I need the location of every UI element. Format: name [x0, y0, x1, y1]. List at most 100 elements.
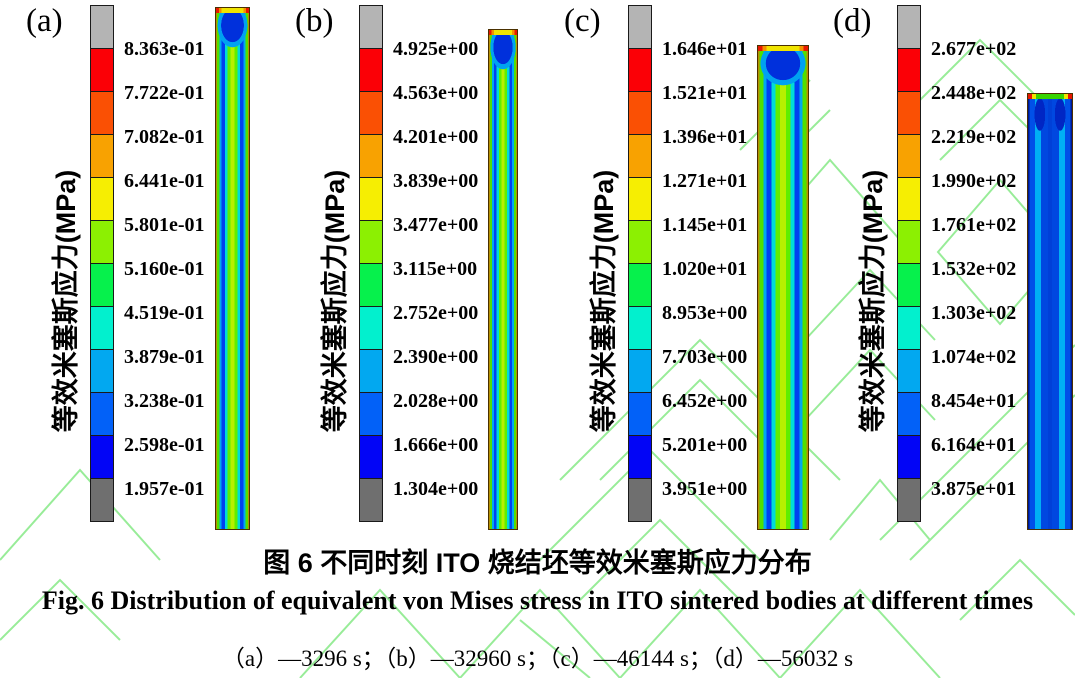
colorbar-segment [897, 435, 921, 479]
stress-contour-body [488, 29, 518, 530]
colorbar-segment [897, 392, 921, 436]
colorbar-segment [628, 5, 652, 49]
colorbar-segment [359, 392, 383, 436]
colorbar-segment [628, 48, 652, 92]
panel-letter: (a) [26, 3, 63, 39]
colorbar-segment [90, 349, 114, 393]
colorbar-tick-value: 1.532e+02 [931, 258, 1017, 280]
colorbar-segment [90, 306, 114, 350]
colorbar-axis-label: 等效米塞斯应力(MPa) [589, 169, 619, 433]
colorbar-segment [359, 478, 383, 522]
colorbar-segment [359, 134, 383, 178]
figure-caption-times: （a）—3296 s；（b）—32960 s；（c）—46144 s；（d）—5… [221, 646, 854, 671]
colorbar-segment [628, 91, 652, 135]
colorbar-segment [90, 177, 114, 221]
colorbar-tick-value: 1.074e+02 [931, 346, 1017, 368]
colorbar-tick-value: 3.875e+01 [931, 478, 1017, 500]
colorbar-segment [897, 349, 921, 393]
stress-panel: (c) 等效米塞斯应力(MPa) 1.646e+01 1.521e+01 1.396… [538, 0, 809, 545]
stress-contour-top-cap [489, 30, 517, 88]
colorbar-tick-value: 7.703e+00 [662, 346, 748, 368]
stress-contour-body [1027, 93, 1073, 530]
stress-panel: (b) 等效米塞斯应力(MPa) 4.925e+00 4.563e+00 4.201… [269, 0, 538, 545]
colorbar-segment [628, 263, 652, 307]
stress-panel: (d) 等效米塞斯应力(MPa) 2.677e+02 2.448e+02 2.219… [807, 0, 1075, 545]
colorbar-tick-value: 3.238e-01 [124, 390, 205, 412]
colorbar-segment [359, 263, 383, 307]
colorbar-segment [359, 5, 383, 49]
colorbar-segment [628, 478, 652, 522]
colorbar-segment [628, 349, 652, 393]
colorbar-segment [897, 263, 921, 307]
colorbar-tick-value: 4.519e-01 [124, 302, 205, 324]
colorbar-segment [897, 48, 921, 92]
stress-colorbar [628, 5, 652, 522]
colorbar-segment [628, 306, 652, 350]
colorbar-tick-value: 6.164e+01 [931, 434, 1017, 456]
stress-panel: (a) 等效米塞斯应力(MPa) 8.363e-01 7.722e-01 7.082… [0, 0, 269, 545]
colorbar-tick-value: 1.304e+00 [393, 478, 479, 500]
colorbar-tick-value: 1.396e+01 [662, 126, 748, 148]
colorbar-tick-value: 1.646e+01 [662, 38, 748, 60]
colorbar-tick-value: 2.677e+02 [931, 38, 1017, 60]
stress-contour-body [215, 7, 250, 530]
colorbar-axis-label: 等效米塞斯应力(MPa) [858, 169, 888, 433]
colorbar-tick-value: 6.452e+00 [662, 390, 748, 412]
colorbar-tick-value: 5.201e+00 [662, 434, 748, 456]
colorbar-segment [628, 177, 652, 221]
colorbar-segment [359, 349, 383, 393]
colorbar-segment [628, 435, 652, 479]
colorbar-segment [359, 306, 383, 350]
panel-letter: (d) [833, 3, 872, 39]
colorbar-tick-value: 4.563e+00 [393, 82, 479, 104]
colorbar-axis-label: 等效米塞斯应力(MPa) [51, 169, 81, 433]
colorbar-tick-value: 2.219e+02 [931, 126, 1017, 148]
colorbar-tick-value: 2.390e+00 [393, 346, 479, 368]
colorbar-tick-value: 1.990e+02 [931, 170, 1017, 192]
colorbar-tick-value: 3.839e+00 [393, 170, 479, 192]
stress-contour-body [757, 45, 809, 530]
colorbar-tick-value: 1.957e-01 [124, 478, 205, 500]
colorbar-segment [90, 91, 114, 135]
colorbar-tick-value: 1.020e+01 [662, 258, 748, 280]
colorbar-tick-value: 3.951e+00 [662, 478, 748, 500]
colorbar-tick-value: 7.082e-01 [124, 126, 205, 148]
stress-colorbar [897, 5, 921, 522]
colorbar-segment [897, 478, 921, 522]
colorbar-segment [897, 5, 921, 49]
colorbar-tick-value: 3.477e+00 [393, 214, 479, 236]
colorbar-tick-value: 1.521e+01 [662, 82, 748, 104]
colorbar-tick-value: 2.448e+02 [931, 82, 1017, 104]
colorbar-segment [897, 306, 921, 350]
colorbar-segment [359, 91, 383, 135]
figure-caption-english: Fig. 6 Distribution of equivalent von Mi… [41, 586, 1034, 615]
colorbar-segment [359, 220, 383, 264]
colorbar-segment [897, 91, 921, 135]
colorbar-segment [90, 392, 114, 436]
colorbar-segment [90, 48, 114, 92]
colorbar-tick-value: 8.454e+01 [931, 390, 1017, 412]
colorbar-axis-label: 等效米塞斯应力(MPa) [320, 169, 350, 433]
stress-contour-top-cap [1028, 94, 1072, 158]
colorbar-segment [90, 435, 114, 479]
stress-contour-top-cap [758, 46, 808, 104]
colorbar-tick-value: 4.201e+00 [393, 126, 479, 148]
colorbar-tick-value: 3.115e+00 [393, 258, 478, 280]
colorbar-segment [90, 263, 114, 307]
stress-contour-top-cap [216, 8, 249, 66]
colorbar-tick-value: 2.028e+00 [393, 390, 479, 412]
colorbar-tick-value: 4.925e+00 [393, 38, 479, 60]
colorbar-segment [90, 134, 114, 178]
colorbar-tick-value: 1.303e+02 [931, 302, 1017, 324]
panel-letter: (c) [564, 3, 601, 39]
colorbar-tick-value: 1.761e+02 [931, 214, 1017, 236]
colorbar-tick-value: 1.666e+00 [393, 434, 479, 456]
colorbar-segment [897, 134, 921, 178]
colorbar-tick-value: 5.801e-01 [124, 214, 205, 236]
colorbar-tick-value: 8.953e+00 [662, 302, 748, 324]
colorbar-tick-value: 7.722e-01 [124, 82, 205, 104]
colorbar-tick-value: 1.271e+01 [662, 170, 748, 192]
colorbar-tick-value: 8.363e-01 [124, 38, 205, 60]
panel-letter: (b) [295, 3, 334, 39]
colorbar-tick-value: 3.879e-01 [124, 346, 205, 368]
